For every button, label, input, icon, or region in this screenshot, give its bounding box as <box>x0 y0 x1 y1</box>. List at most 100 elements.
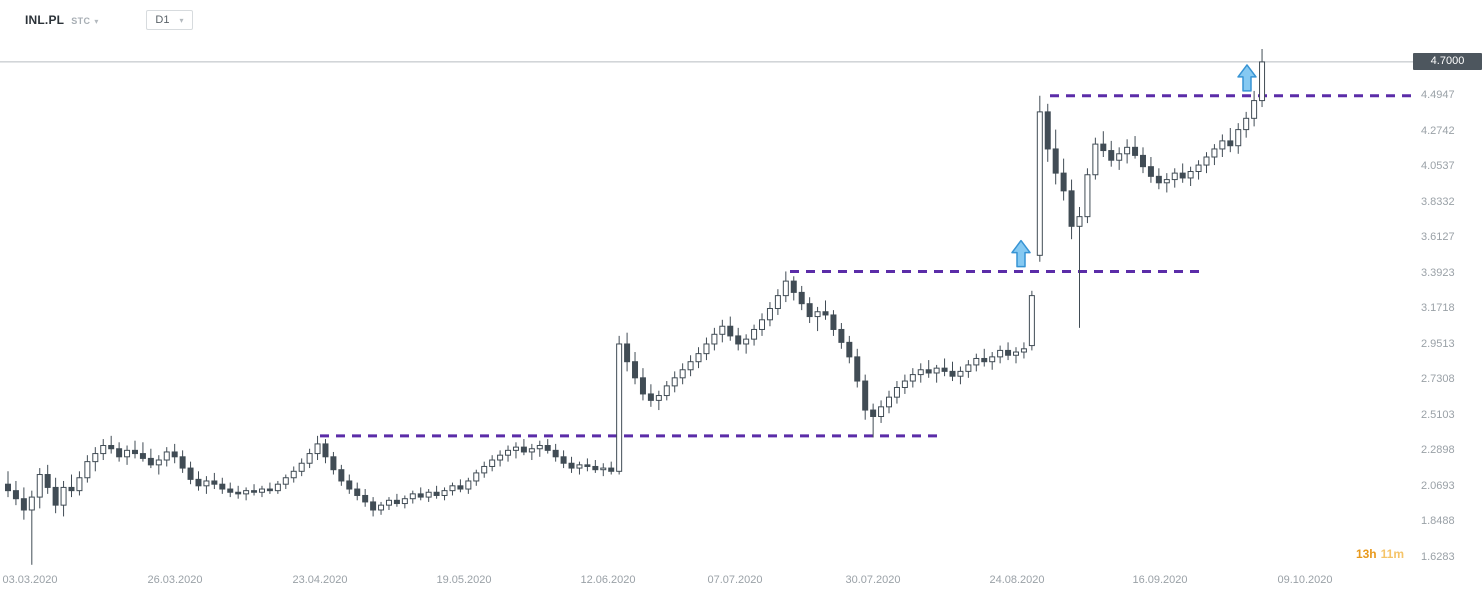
candle-body <box>100 445 107 455</box>
candle-body <box>1116 153 1123 161</box>
candle-body <box>52 486 59 506</box>
candle-body <box>378 504 385 511</box>
candle-body <box>393 499 400 505</box>
candle-body <box>290 470 297 479</box>
candle-body <box>362 494 369 503</box>
symbol-type-label: STC <box>71 16 91 26</box>
candle-body <box>766 308 773 321</box>
candle-body <box>822 311 829 316</box>
candle-body <box>893 386 900 398</box>
candle-body <box>909 374 916 382</box>
candle-body <box>703 343 710 355</box>
candle-body <box>1060 172 1067 192</box>
price-axis-label: 2.9513 <box>1421 337 1455 350</box>
candle-body <box>1155 175 1162 184</box>
candle-body <box>1235 129 1242 147</box>
candle-body <box>385 499 392 506</box>
candle-body <box>1251 100 1258 119</box>
candle-body <box>624 343 631 363</box>
candle-body <box>719 325 726 335</box>
candle-body <box>314 443 321 455</box>
candle-body <box>258 488 265 493</box>
candle-body <box>179 456 186 469</box>
candle-body <box>163 451 170 461</box>
breakout-arrow-icon[interactable] <box>1237 64 1257 92</box>
candle-body <box>1052 148 1059 174</box>
candle-body <box>298 462 305 472</box>
price-axis-label: 1.8488 <box>1421 515 1455 528</box>
candle-body <box>5 483 11 492</box>
candle-body <box>917 369 924 376</box>
candle-body <box>20 498 27 511</box>
candle-body <box>600 467 607 471</box>
price-axis-label: 3.1718 <box>1421 302 1455 315</box>
candle-body <box>806 303 813 318</box>
candle-body <box>251 490 258 493</box>
candle-body <box>814 311 821 318</box>
candle-body <box>687 361 694 371</box>
candle-body <box>457 485 464 490</box>
candle-body <box>1124 146 1131 155</box>
candle-body <box>671 377 678 387</box>
chevron-down-icon: ▾ <box>179 15 184 25</box>
candle-body <box>1005 349 1012 356</box>
candle-body <box>528 448 535 453</box>
candle-body <box>941 367 948 372</box>
candle-body <box>727 325 734 337</box>
price-axis-label: 4.4947 <box>1421 89 1455 101</box>
timeframe-selector[interactable]: D1 ▾ <box>146 10 193 30</box>
candle-body <box>370 501 377 511</box>
symbol-name: INL.PL <box>25 13 65 27</box>
breakout-arrow-icon[interactable] <box>1011 239 1031 268</box>
candle-body <box>338 469 345 482</box>
price-axis-label: 2.5103 <box>1421 408 1455 421</box>
candle-body <box>1068 190 1075 227</box>
candle-body <box>1028 295 1035 347</box>
candle-body <box>655 395 662 401</box>
candle-body <box>203 480 210 487</box>
candle-body <box>536 445 543 450</box>
price-axis-label: 4.2742 <box>1421 124 1455 137</box>
candle-body <box>1147 166 1154 177</box>
candle-body <box>401 498 408 505</box>
candle-body <box>933 367 940 374</box>
timeframe-label: D1 <box>155 14 170 26</box>
candle-body <box>592 465 599 471</box>
candle-body <box>76 477 83 492</box>
candle-body <box>957 370 964 377</box>
candle-body <box>973 357 980 366</box>
date-axis-label: 24.08.2020 <box>989 574 1045 586</box>
candle-body <box>854 356 861 382</box>
candle-body <box>965 364 972 372</box>
candle-body <box>560 456 567 464</box>
candle-body <box>544 445 551 451</box>
candle-body <box>139 453 146 459</box>
candle-body <box>417 493 424 498</box>
candle-body <box>608 467 615 472</box>
candle-body <box>1132 146 1139 156</box>
price-axis-label: 1.6283 <box>1421 551 1455 563</box>
candle-body <box>12 490 19 500</box>
candle-body <box>925 369 932 374</box>
candle-body <box>211 480 218 485</box>
candle-body <box>84 461 91 479</box>
candle-body <box>862 380 869 411</box>
candle-body <box>846 341 853 358</box>
candle-body <box>743 338 750 345</box>
chart-toolbar: INL.PL STC ▾ D1 ▾ <box>0 0 1482 40</box>
candle-body <box>116 448 123 458</box>
candle-body <box>1219 140 1226 150</box>
candle-body <box>735 335 742 345</box>
candle-body <box>449 485 456 492</box>
price-axis-label: 3.8332 <box>1421 195 1455 208</box>
current-price-value: 4.7000 <box>1430 54 1465 67</box>
candle-body <box>171 451 178 458</box>
symbol-selector[interactable]: INL.PL STC ▾ <box>25 13 98 27</box>
candle-body <box>759 319 766 330</box>
candle-body <box>433 491 440 496</box>
candle-body <box>1076 216 1083 227</box>
candle-body <box>36 474 43 498</box>
candle-body <box>901 380 908 388</box>
